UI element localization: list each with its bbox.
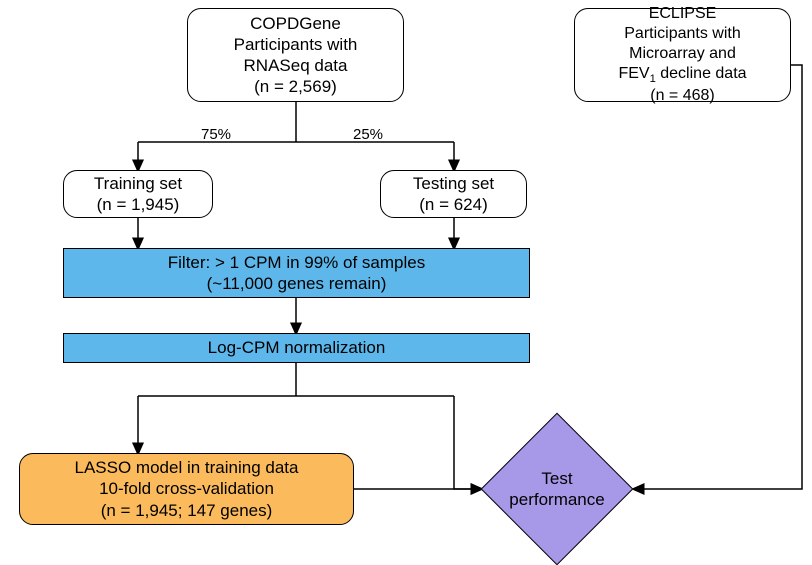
edge-to-diamond-left <box>454 396 481 489</box>
text: (n = 624) <box>419 194 488 215</box>
text: RNASeq data <box>244 55 348 76</box>
edge-eclipse-to-diamond <box>634 65 802 489</box>
diamond-label: Test performance <box>503 435 611 543</box>
text: Testing set <box>413 173 494 194</box>
edge-label-25: 25% <box>353 126 383 143</box>
node-logcpm: Log-CPM normalization <box>63 333 530 363</box>
text: FEV1 decline data <box>618 64 746 86</box>
node-testing: Testing set (n = 624) <box>380 170 527 218</box>
text: (n = 1,945; 147 genes) <box>101 500 273 521</box>
node-test-performance: Test performance <box>503 435 611 543</box>
node-filter: Filter: > 1 CPM in 99% of samples (~11,0… <box>63 248 530 298</box>
text: Microarray and <box>629 44 736 64</box>
text: performance <box>509 490 604 509</box>
text: Participants with <box>234 34 358 55</box>
node-copdgene: COPDGene Participants with RNASeq data (… <box>187 8 404 102</box>
text: Test <box>541 469 572 488</box>
text: (n = 1,945) <box>97 194 180 215</box>
text: (n = 468) <box>650 86 714 106</box>
text: Log-CPM normalization <box>208 337 386 358</box>
text: (n = 2,569) <box>254 76 337 97</box>
text: ECLIPSE <box>649 4 717 24</box>
text: Training set <box>94 173 182 194</box>
node-training: Training set (n = 1,945) <box>63 170 213 218</box>
text: LASSO model in training data <box>75 457 299 478</box>
text: Filter: > 1 CPM in 99% of samples <box>168 252 425 273</box>
node-lasso: LASSO model in training data 10-fold cro… <box>19 453 354 525</box>
text: Participants with <box>624 24 741 44</box>
text: COPDGene <box>250 13 341 34</box>
edge-label-75: 75% <box>201 126 231 143</box>
text: (~11,000 genes remain) <box>207 273 387 294</box>
text: 10-fold cross-validation <box>99 478 274 499</box>
node-eclipse: ECLIPSE Participants with Microarray and… <box>574 8 791 102</box>
